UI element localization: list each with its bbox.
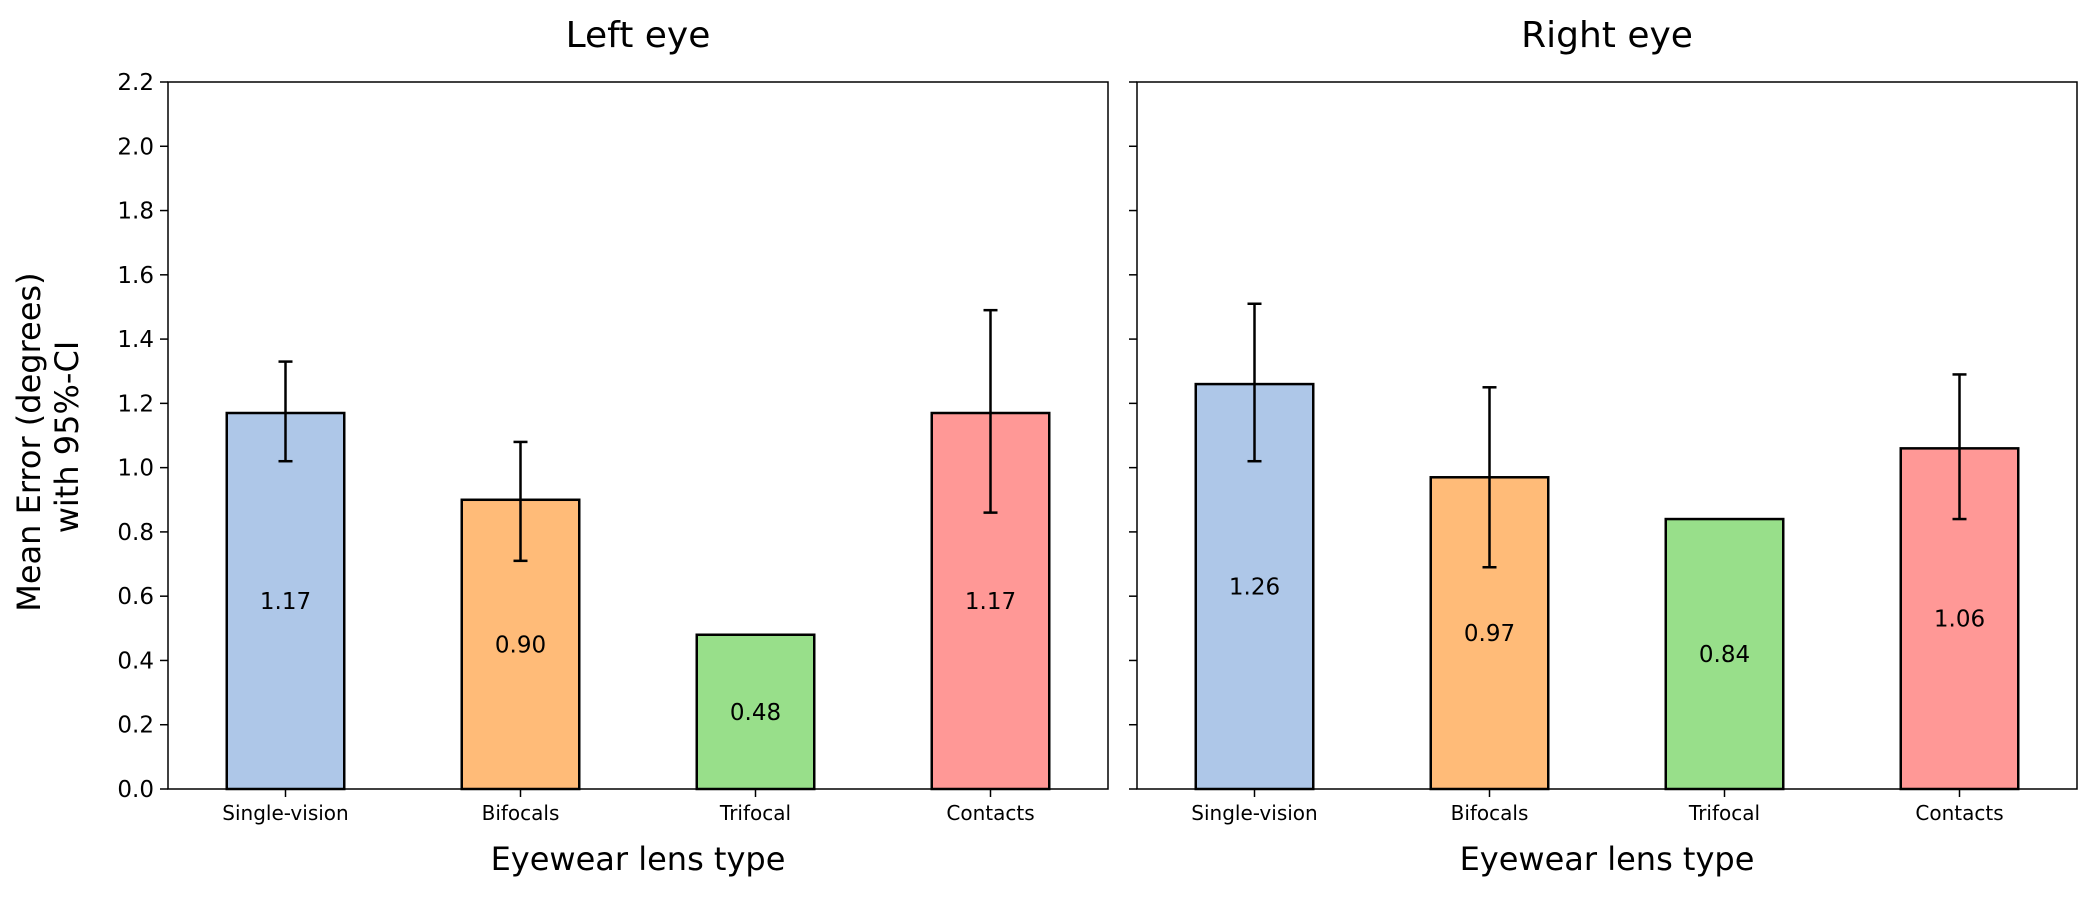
x-tick-label: Bifocals bbox=[1451, 801, 1529, 825]
left-eye-panel: Left eye 0.0 0.2 0.4 0.6 0.8 1.0 1.2 1.4 1.6 1.8 2.… bbox=[117, 15, 1109, 878]
y-axis-label-line1: Mean Error (degrees) bbox=[10, 272, 48, 611]
plot-frame bbox=[1136, 81, 2078, 790]
right-eye-title: Right eye bbox=[1521, 15, 1693, 56]
y-axis-label-line2: with 95%-CI bbox=[48, 341, 86, 534]
bar-single-vision bbox=[225, 411, 346, 791]
x-axis-label: Eyewear lens type bbox=[1460, 840, 1755, 878]
y-tick-label: 1.0 bbox=[117, 456, 154, 482]
x-tick-label: Trifocal bbox=[719, 801, 791, 825]
y-tick-label: 2.2 bbox=[117, 70, 154, 96]
bar-value-label: 0.97 bbox=[1464, 621, 1515, 647]
y-tick-label: 0.6 bbox=[117, 584, 154, 610]
y-axis-label: Mean Error (degrees) with 95%-CI bbox=[10, 262, 86, 611]
plot-frame bbox=[167, 81, 1109, 790]
y-tick-label: 1.4 bbox=[117, 327, 154, 353]
bar-value-label: 0.48 bbox=[730, 700, 781, 726]
x-tick-label: Single-vision bbox=[222, 801, 348, 825]
x-tick-label: Single-vision bbox=[1191, 801, 1317, 825]
bar-value-label: 1.17 bbox=[260, 589, 311, 615]
bar-value-label: 1.06 bbox=[1934, 607, 1985, 633]
y-tick-label: 0.4 bbox=[117, 648, 154, 674]
bar-value-label: 1.26 bbox=[1229, 575, 1280, 601]
bar-value-label: 0.90 bbox=[495, 632, 546, 658]
x-tick-label: Trifocal bbox=[1688, 801, 1760, 825]
y-tick-label: 1.6 bbox=[117, 263, 154, 289]
y-tick-label: 2.0 bbox=[117, 134, 154, 160]
bar-value-label: 0.84 bbox=[1699, 642, 1750, 668]
x-tick-label: Contacts bbox=[946, 801, 1034, 825]
y-tick-label: 1.8 bbox=[117, 199, 154, 225]
x-axis-label: Eyewear lens type bbox=[491, 840, 786, 878]
y-tick-label: 1.2 bbox=[117, 391, 154, 417]
y-tick-label: 0.8 bbox=[117, 520, 154, 546]
x-tick-label: Bifocals bbox=[482, 801, 560, 825]
y-tick-label: 0.2 bbox=[117, 713, 154, 739]
right-eye-panel: Right eye 1.26 Single-vision 0.97 Bifocals 0.… bbox=[1129, 15, 2078, 878]
y-tick-label: 0.0 bbox=[117, 777, 154, 803]
bar-trifocal bbox=[695, 633, 816, 791]
left-eye-title: Left eye bbox=[566, 15, 711, 56]
bar-trifocal bbox=[1664, 517, 1785, 791]
bar-value-label: 1.17 bbox=[965, 589, 1016, 615]
x-tick-label: Contacts bbox=[1915, 801, 2003, 825]
